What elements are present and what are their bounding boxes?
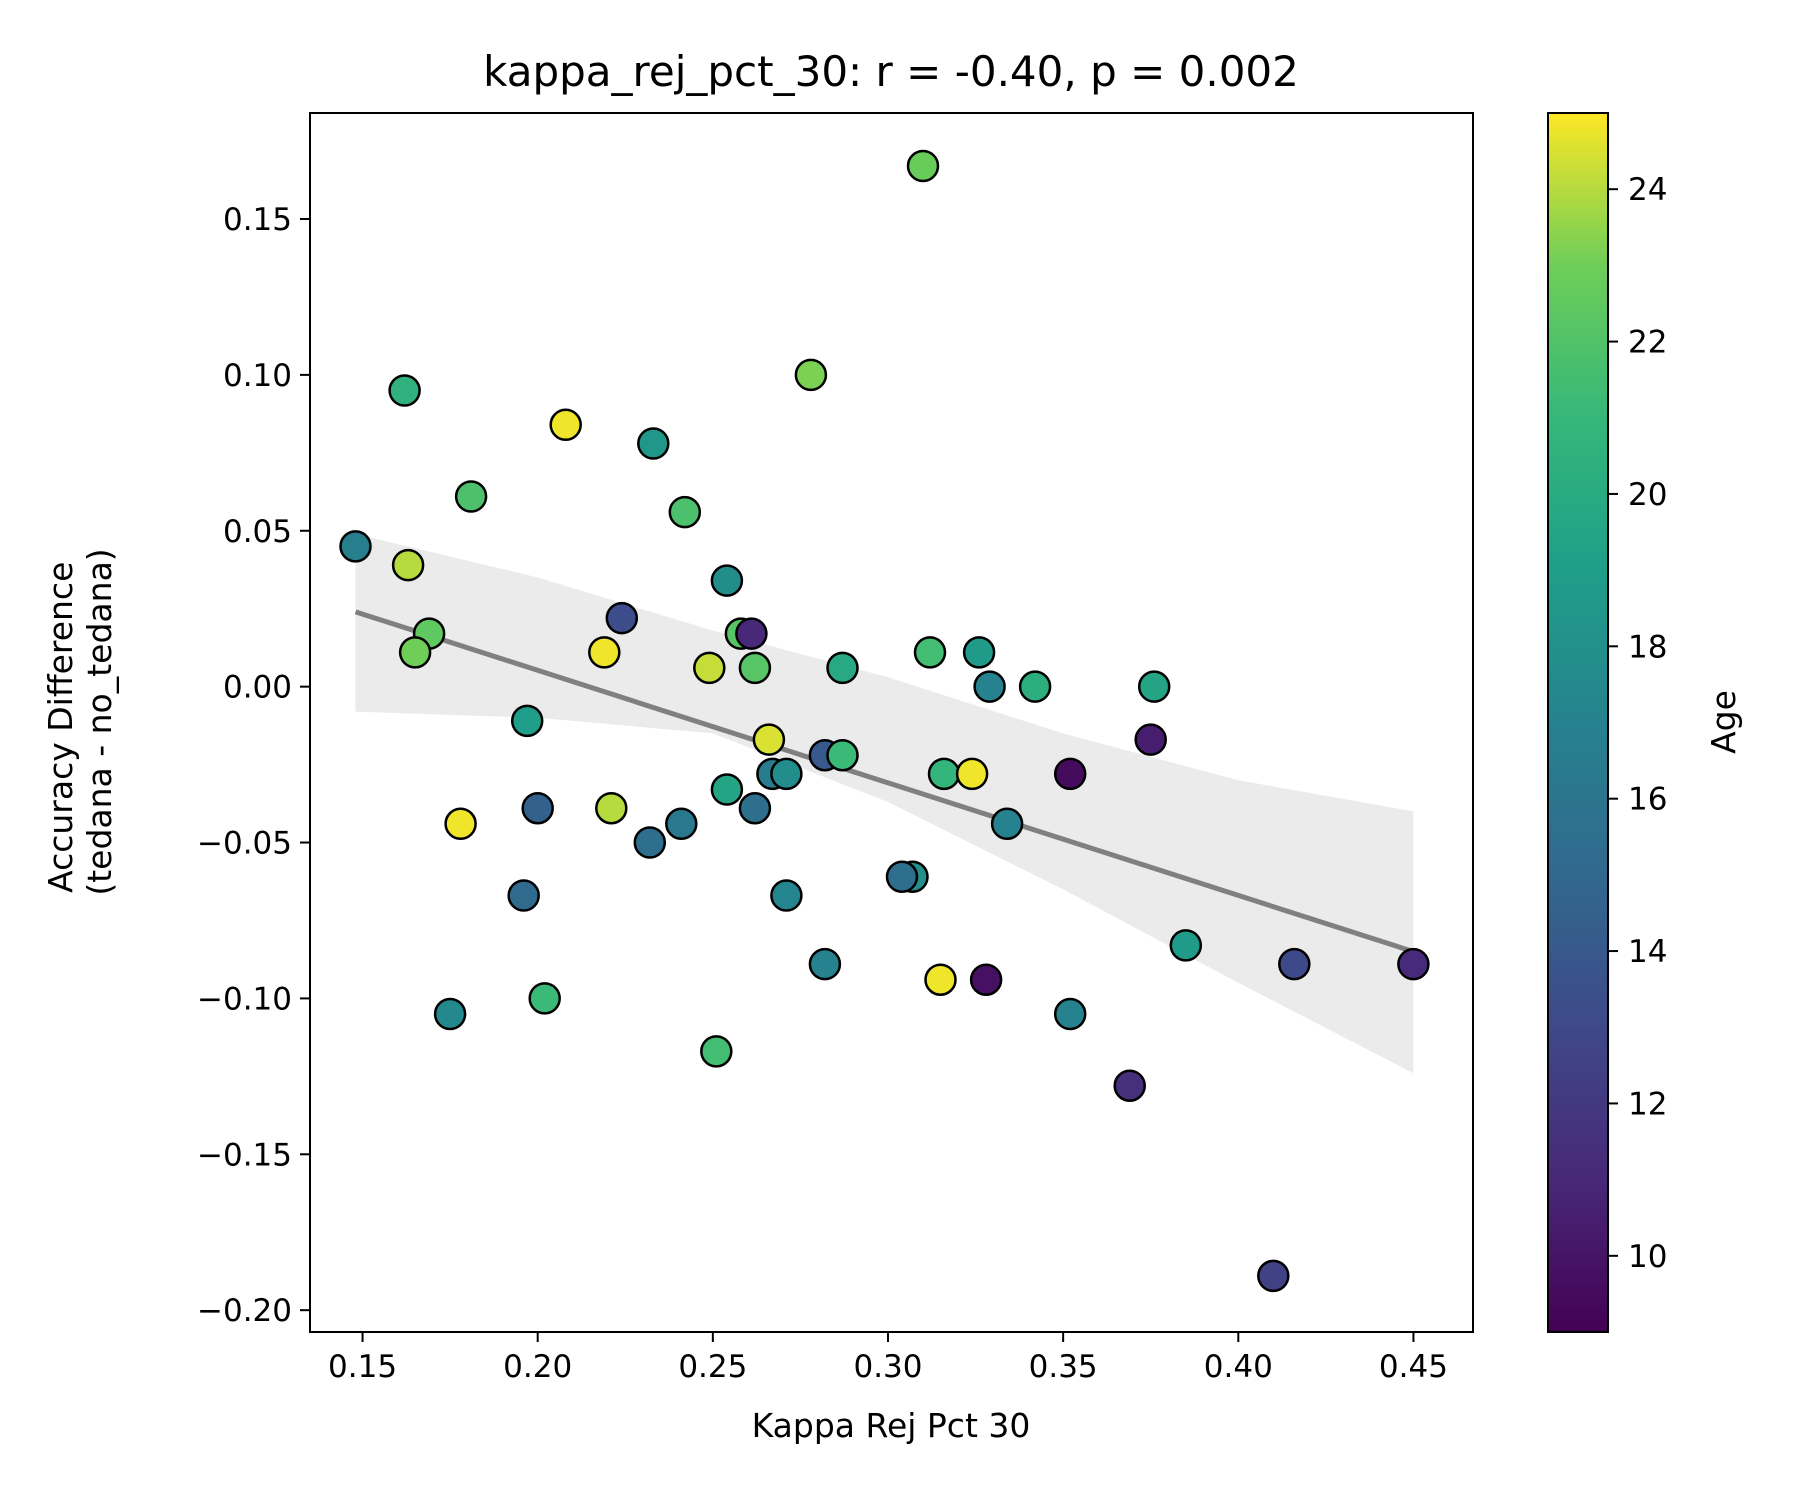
scatter-point	[826, 738, 859, 772]
colorbar: 10 12 14 16 18 20 22 24 Age	[1547, 112, 1743, 1333]
scatter-point	[927, 757, 961, 791]
y-tick-label: 0.10	[223, 358, 292, 394]
scatter-point	[588, 636, 621, 669]
scatter-point	[595, 791, 628, 825]
colorbar-gradient	[1547, 112, 1609, 1333]
scatter-point	[665, 807, 698, 841]
scatter-point	[693, 651, 726, 685]
colorbar-tick-label: 20	[1628, 477, 1667, 513]
confidence-band	[355, 533, 1414, 1074]
colorbar-tick-label: 12	[1628, 1086, 1667, 1122]
scatter-point	[738, 651, 772, 685]
colorbar-tick-label: 10	[1628, 1239, 1667, 1275]
x-tick-label: 0.40	[1204, 1349, 1273, 1385]
scatter-point	[710, 564, 744, 597]
colorbar-ticks: 10 12 14 16 18 20 22 24	[1608, 172, 1667, 1275]
scatter-points	[339, 149, 1430, 1293]
scatter-point	[528, 982, 561, 1015]
x-tick-label: 0.15	[328, 1349, 397, 1385]
chart-title: kappa_rej_pct_30: r = -0.40, p = 0.002	[483, 47, 1299, 96]
colorbar-tick-label: 22	[1628, 325, 1667, 361]
scatter-point	[339, 530, 372, 563]
scatter-point	[735, 617, 768, 650]
scatter-point	[906, 149, 940, 183]
x-axis-label: Kappa Rej Pct 30	[752, 1406, 1031, 1445]
scatter-point	[1134, 723, 1167, 756]
scatter-point	[1053, 757, 1087, 791]
x-tick-label: 0.30	[853, 1349, 922, 1385]
scatter-point	[770, 879, 803, 912]
x-tick-label: 0.20	[503, 1349, 572, 1385]
y-tick-label: 0.15	[223, 202, 292, 238]
x-tick-label: 0.35	[1029, 1349, 1098, 1385]
y-axis-label-line-2: (tedana - no_tedana)	[80, 548, 119, 895]
scatter-point	[433, 997, 467, 1031]
scatter-point	[668, 495, 702, 529]
scatter-point	[738, 791, 772, 825]
x-axis: 0.15 0.20 0.25 0.30 0.35 0.40 0.45	[328, 1332, 1448, 1385]
x-tick-label: 0.25	[678, 1349, 747, 1385]
y-tick-label: −0.15	[197, 1137, 292, 1173]
y-axis: 0.15 0.10 0.05 0.00 −0.05 −0.10 −0.15 −0.20	[197, 202, 310, 1329]
scatter-point	[990, 807, 1024, 841]
colorbar-tick-label: 18	[1628, 629, 1667, 665]
y-tick-label: 0.00	[223, 670, 292, 706]
y-tick-label: −0.05	[197, 826, 292, 862]
colorbar-label: Age	[1704, 690, 1743, 754]
scatter-point	[637, 427, 670, 460]
y-tick-label: −0.10	[197, 981, 292, 1017]
y-tick-label: −0.20	[197, 1293, 292, 1329]
scatter-point	[521, 791, 554, 825]
scatter-point	[507, 879, 540, 912]
scatter-point	[398, 636, 432, 669]
colorbar-tick-label: 24	[1628, 172, 1667, 208]
scatter-point	[388, 374, 421, 407]
y-axis-label: Accuracy Difference (tedana - no_tedana)	[41, 548, 119, 895]
scatter-point	[973, 670, 1006, 703]
y-tick-label: 0.05	[223, 514, 292, 550]
scatter-point	[391, 548, 425, 582]
scatter-point	[913, 636, 947, 669]
scatter-point	[955, 757, 989, 791]
scatter-point	[1257, 1259, 1290, 1293]
scatter-point	[1018, 670, 1052, 703]
scatter-point	[885, 860, 919, 894]
scatter-point	[454, 480, 488, 513]
plot-area	[309, 112, 1474, 1333]
scatter-point	[710, 773, 744, 806]
scatter-point	[1053, 997, 1087, 1031]
scatter-point	[808, 947, 842, 981]
scatter-point	[444, 807, 477, 841]
scatter-point	[1113, 1069, 1146, 1102]
regression-line	[354, 609, 1415, 955]
scatter-point	[605, 601, 639, 635]
scatter-point	[770, 757, 803, 791]
scatter-point	[1169, 929, 1203, 962]
scatter-point	[1278, 947, 1311, 981]
scatter-point	[794, 358, 828, 392]
plot-frame	[309, 112, 1474, 1333]
x-tick-label: 0.45	[1379, 1349, 1448, 1385]
scatter-point	[700, 1035, 733, 1068]
colorbar-tick-label: 14	[1628, 934, 1667, 970]
scatter-point	[510, 704, 544, 738]
scatter-point	[1137, 670, 1171, 703]
scatter-point	[1397, 947, 1430, 981]
scatter-point	[633, 826, 667, 859]
scatter-point	[826, 651, 859, 685]
scatter-point	[549, 408, 582, 442]
scatter-point	[924, 963, 957, 996]
colorbar-tick-label: 16	[1628, 782, 1667, 818]
scatter-point	[969, 963, 1003, 996]
scatter-point	[752, 723, 786, 756]
scatter-point	[962, 636, 996, 669]
y-axis-label-line-1: Accuracy Difference	[41, 562, 80, 893]
